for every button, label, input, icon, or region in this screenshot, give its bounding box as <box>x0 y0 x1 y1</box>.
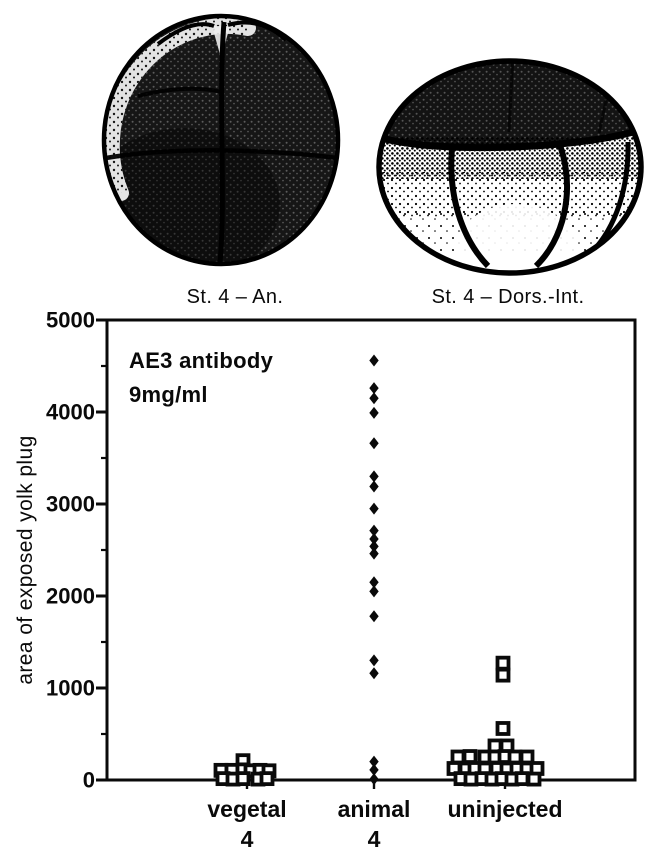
data-point <box>507 749 523 765</box>
data-point <box>369 532 379 545</box>
embryo-caption-right: St. 4 – Dors.-Int. <box>431 286 585 308</box>
series-animal <box>369 354 379 786</box>
x-category-label: vegetal <box>207 796 286 822</box>
x-category-sublabel: 4 <box>368 826 381 852</box>
data-point <box>369 576 379 589</box>
embryo-caption-left: St. 4 – An. <box>186 286 284 308</box>
embryo-body <box>379 61 641 273</box>
data-point <box>369 382 379 395</box>
y-tick-label: 5000 <box>46 308 95 333</box>
data-point <box>369 755 379 768</box>
data-point <box>369 502 379 515</box>
data-point <box>369 406 379 419</box>
embryo-outline <box>101 13 341 267</box>
series-uninjected <box>446 655 545 787</box>
data-point <box>369 524 379 537</box>
embryo-illustration-animal-view <box>101 13 341 267</box>
y-axis-label: area of exposed yolk plug <box>14 435 37 685</box>
embryo-body <box>104 16 338 264</box>
y-tick-label: 3000 <box>46 492 95 517</box>
plot-annotation: AE3 antibody 9mg/ml <box>129 344 273 412</box>
data-point <box>369 547 379 560</box>
data-point <box>259 771 275 787</box>
data-point <box>369 480 379 493</box>
data-point <box>369 392 379 405</box>
data-point <box>369 354 379 367</box>
data-point <box>495 667 511 683</box>
data-point <box>450 749 466 765</box>
data-point <box>369 654 379 667</box>
data-point <box>462 749 478 764</box>
data-point <box>369 763 379 776</box>
data-point <box>369 667 379 680</box>
annotation-line1: AE3 antibody <box>129 348 274 373</box>
data-point <box>369 773 379 786</box>
data-point <box>369 470 379 483</box>
data-point <box>369 437 379 450</box>
data-point <box>526 771 542 787</box>
x-category-label: uninjected <box>447 796 562 822</box>
y-tick-label: 2000 <box>46 584 95 609</box>
data-point <box>369 540 379 553</box>
x-category-sublabel: 4 <box>241 826 254 852</box>
embryo-outline <box>376 58 644 276</box>
data-point <box>519 749 535 765</box>
data-point <box>369 585 379 598</box>
annotation-line2: 9mg/ml <box>129 382 208 407</box>
series-vegetal <box>213 753 277 787</box>
data-point <box>514 771 530 787</box>
x-category-label: animal <box>338 796 411 822</box>
y-tick-label: 4000 <box>46 400 95 425</box>
data-point <box>235 771 251 787</box>
y-tick-label: 0 <box>83 768 95 793</box>
embryo-illustration-dorsal-internal-view <box>376 58 644 276</box>
data-point <box>495 721 511 736</box>
data-point <box>369 610 379 623</box>
data-point <box>495 655 511 671</box>
y-tick-label: 1000 <box>46 676 95 701</box>
